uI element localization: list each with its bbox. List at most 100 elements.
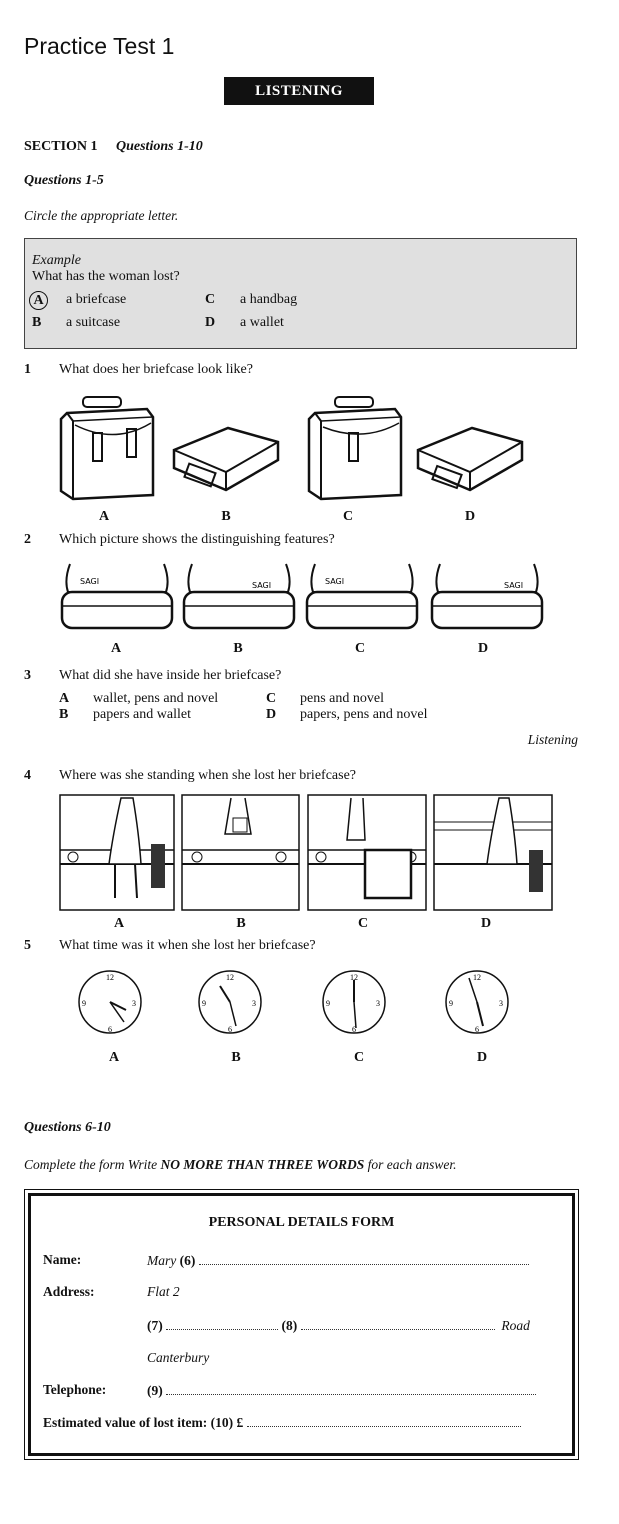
svg-text:9: 9 [82,999,86,1008]
form-outer-border [24,1189,579,1460]
platform-scene-a-image [59,794,175,911]
example-box [24,238,577,349]
svg-text:6: 6 [108,1025,112,1034]
answer-8-field[interactable] [300,1317,495,1330]
running-head: Listening [527,732,578,747]
svg-text:9: 9 [326,999,330,1008]
briefcase-tag-c-image: SAGI [305,563,419,630]
q2-label-c: C [354,641,366,656]
svg-text:3: 3 [252,999,256,1008]
svg-text:12: 12 [473,973,481,982]
tag-text-b: SAGI [252,581,271,590]
answer-9-field[interactable] [166,1382,537,1395]
question-3-text: What did she have inside her briefcase? [59,668,282,683]
q4-label-b: B [236,916,246,931]
answer-10-field[interactable] [246,1414,521,1427]
q2-label-b: B [233,641,243,656]
question-3-number: 3 [24,668,31,683]
clock-b-icon: 12 3 6 9 [198,970,262,1034]
briefcase-tag-a-image: SAGI [60,563,174,630]
q3-option-d-text: papers, pens and novel [300,707,428,722]
q1-label-d: D [464,509,476,524]
q3-option-a-text: wallet, pens and novel [93,691,219,706]
clock-c-icon: 12 3 6 9 [322,970,386,1034]
section-range: Questions 1-10 [116,139,203,154]
q3-option-c-letter: C [266,691,277,706]
q3-option-b-letter: B [59,707,69,722]
svg-text:3: 3 [499,999,503,1008]
q3-option-b-text: papers and wallet [93,707,191,722]
q3-option-a-letter: A [59,691,70,706]
briefcase-flat-b-image [172,426,280,492]
example-option-d-text: a wallet [240,315,284,330]
q1-label-a: A [98,509,110,524]
page-title: Practice Test 1 [24,33,175,59]
subsection-1-label: Questions 1-5 [24,173,104,188]
q3-option-c-text: pens and novel [300,691,384,706]
section-banner: LISTENING [224,77,374,105]
example-question: What has the woman lost? [32,269,180,284]
q4-label-a: A [113,916,125,931]
form-title: PERSONAL DETAILS FORM [208,1215,395,1230]
briefcase-flat-d-image [416,426,524,492]
form-city: Canterbury [147,1350,210,1365]
form-name-label: Name: [43,1252,82,1267]
example-option-a-letter: A [29,291,48,310]
briefcase-upright-a-image [59,396,155,501]
question-1-number: 1 [24,362,31,377]
clock-a-icon: 12 3 6 9 [78,970,142,1034]
form-address-line2: (7) (8) Road [147,1317,530,1333]
tag-text-c: SAGI [325,577,344,586]
svg-text:3: 3 [376,999,380,1008]
svg-text:9: 9 [202,999,206,1008]
svg-text:12: 12 [106,973,114,982]
q2-label-d: D [477,641,489,656]
personal-details-form [28,1193,575,1456]
example-option-b-letter: B [32,315,42,330]
q3-option-d-letter: D [266,707,277,722]
q1-label-b: B [221,509,231,524]
platform-scene-d-image [433,794,553,911]
answer-7-field[interactable] [166,1317,279,1330]
q5-label-a: A [108,1050,120,1065]
form-address-label: Address: [43,1284,95,1299]
tag-text-d: SAGI [504,581,523,590]
question-1-text: What does her briefcase look like? [59,362,253,377]
svg-text:12: 12 [350,973,358,982]
svg-text:12: 12 [226,973,234,982]
answer-6-field[interactable] [198,1252,529,1265]
svg-text:9: 9 [449,999,453,1008]
form-address-line1: Flat 2 [147,1284,180,1299]
example-option-c-text: a handbag [240,292,298,307]
question-2-text: Which picture shows the distinguishing f… [59,532,335,547]
platform-scene-c-image [307,794,427,911]
form-telephone-label: Telephone: [43,1382,107,1397]
svg-text:6: 6 [352,1025,356,1034]
q5-label-c: C [353,1050,365,1065]
section-label: SECTION 1 [24,139,98,154]
briefcase-upright-c-image [307,396,403,501]
svg-text:6: 6 [475,1025,479,1034]
q5-label-b: B [231,1050,241,1065]
q5-label-d: D [476,1050,488,1065]
svg-text:3: 3 [132,999,136,1008]
tag-text-a: SAGI [80,577,99,586]
example-option-a-text: a briefcase [66,292,127,307]
q4-label-d: D [480,916,492,931]
form-telephone-row: (9) [147,1382,537,1399]
example-option-b-text: a suitcase [66,315,121,330]
question-2-number: 2 [24,532,31,547]
question-4-number: 4 [24,768,31,783]
svg-text:6: 6 [228,1025,232,1034]
question-5-number: 5 [24,938,31,953]
clock-d-icon: 12 3 6 9 [445,970,509,1034]
form-value-row: Estimated value of lost item: (10) £ [43,1414,521,1431]
subsection-2-label: Questions 6-10 [24,1120,111,1135]
q4-label-c: C [357,916,369,931]
platform-scene-b-image [181,794,300,911]
briefcase-tag-d-image: SAGI [430,563,544,630]
briefcase-tag-b-image: SAGI [182,563,296,630]
subsection-2-instruction: Complete the form Write NO MORE THAN THR… [24,1157,457,1172]
q1-label-c: C [342,509,354,524]
example-heading: Example [32,253,81,268]
